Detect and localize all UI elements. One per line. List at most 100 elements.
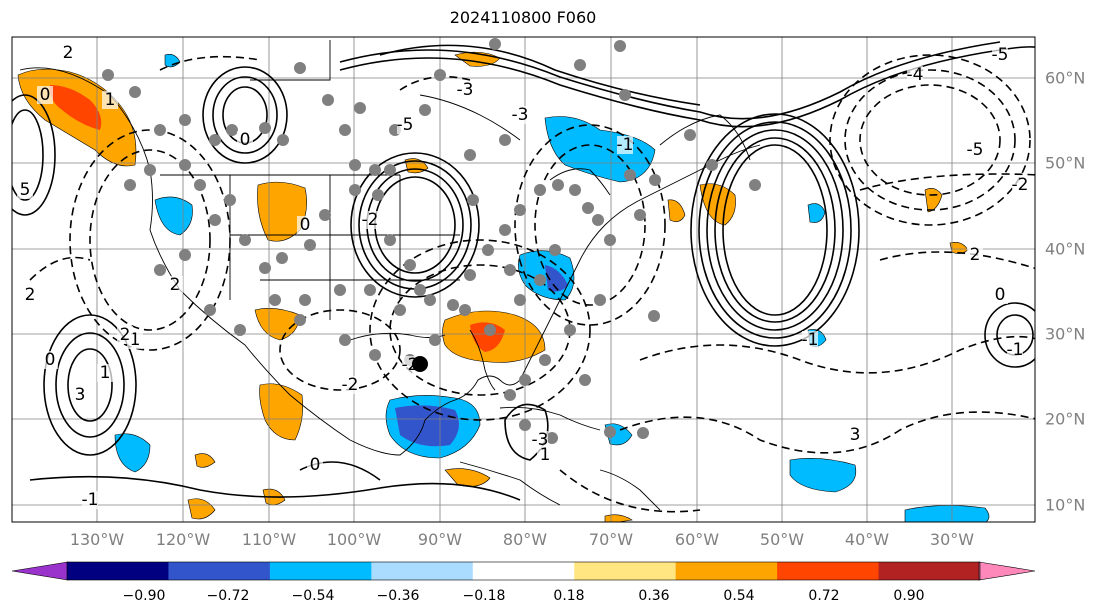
station-dot xyxy=(129,86,141,98)
station-dot xyxy=(414,284,426,296)
colorbar-segment xyxy=(574,562,677,580)
station-dot xyxy=(574,59,586,71)
station-dot xyxy=(209,214,221,226)
contour-label-bg xyxy=(967,141,983,159)
station-dot xyxy=(504,389,516,401)
contour-label: -5 xyxy=(992,45,1009,65)
station-dot xyxy=(319,209,331,221)
station-dot xyxy=(624,169,636,181)
longitude-label: 120°W xyxy=(155,530,211,549)
colorbar xyxy=(11,561,1036,581)
station-dot xyxy=(144,164,156,176)
colorbar-outline xyxy=(66,561,981,581)
station-dot xyxy=(489,38,501,50)
colorbar-segment xyxy=(168,562,271,580)
station-dot xyxy=(276,252,288,264)
station-dot xyxy=(209,134,221,146)
longitude-label: 130°W xyxy=(69,530,125,549)
station-dot xyxy=(619,89,631,101)
contour-label: -2 xyxy=(362,210,379,230)
station-dot xyxy=(604,234,616,246)
latitude-label: 40°N xyxy=(1045,239,1086,259)
station-dot xyxy=(634,209,646,221)
station-dot xyxy=(546,432,558,444)
contour-label: 2 xyxy=(170,275,181,295)
station-dot xyxy=(504,264,516,276)
station-dot xyxy=(552,179,564,191)
station-dot xyxy=(269,294,281,306)
station-dot xyxy=(447,299,459,311)
station-dot xyxy=(394,304,406,316)
longitude-label: 110°W xyxy=(241,530,297,549)
map-title: 2024110800 F060 xyxy=(449,8,597,27)
colorbar-segment xyxy=(878,562,981,580)
station-dot xyxy=(369,349,381,361)
station-dot xyxy=(534,274,546,286)
station-dot xyxy=(294,62,306,74)
station-dot xyxy=(539,354,551,366)
contour-label-bg xyxy=(102,91,118,109)
contour-label: -3 xyxy=(457,80,474,100)
station-dot xyxy=(294,314,306,326)
contour-label-bg xyxy=(362,211,378,229)
station-dot xyxy=(684,129,696,141)
station-dot xyxy=(419,104,431,116)
station-dot xyxy=(372,189,384,201)
station-dot xyxy=(519,419,531,431)
station-dot xyxy=(534,184,546,196)
contour-label-bg xyxy=(847,426,863,444)
longitude-label: 100°W xyxy=(326,530,382,549)
station-dot xyxy=(234,324,246,336)
station-dot xyxy=(649,174,661,186)
station-dot xyxy=(194,179,206,191)
contour-label-bg xyxy=(42,351,58,369)
contour-label-bg xyxy=(457,81,473,99)
map-frame xyxy=(11,36,1036,523)
contour-label: -2 xyxy=(342,375,359,395)
colorbar-segment xyxy=(472,562,575,580)
station-dot xyxy=(484,324,496,336)
station-dot xyxy=(299,294,311,306)
contour-label-bg xyxy=(617,136,633,154)
contour-label: 2 xyxy=(970,245,981,265)
contour-label-bg xyxy=(537,446,553,464)
contour-label: 1 xyxy=(100,363,111,383)
station-dot xyxy=(637,427,649,439)
station-dot xyxy=(614,40,626,52)
colorbar-tick-label: −0.90 xyxy=(122,588,166,604)
station-dot xyxy=(154,264,166,276)
station-dot xyxy=(519,374,531,386)
colorbar-tick-label: −0.36 xyxy=(376,588,420,604)
colorbar-segment xyxy=(269,562,372,580)
contour-label: -1 xyxy=(82,490,99,510)
contour-label: 2 xyxy=(120,325,131,345)
location-marker xyxy=(412,356,428,372)
station-dot xyxy=(459,304,471,316)
station-dot xyxy=(349,159,361,171)
station-dot xyxy=(706,159,718,171)
station-dot xyxy=(277,134,289,146)
contour-label-bg xyxy=(802,331,818,349)
contour-label: -5 xyxy=(967,140,984,160)
colorbar-tick-label: 0.72 xyxy=(808,588,840,604)
longitude-label: 70°W xyxy=(588,530,634,549)
latitude-label: 60°N xyxy=(1045,68,1086,88)
station-dot xyxy=(564,324,576,336)
station-dot xyxy=(384,234,396,246)
station-dot xyxy=(354,102,366,114)
station-dot xyxy=(364,284,376,296)
station-dot xyxy=(592,214,604,226)
contour-label-bg xyxy=(532,431,548,449)
longitude-label: 90°W xyxy=(417,530,463,549)
contour-label: -3 xyxy=(512,105,529,125)
station-dot xyxy=(224,194,236,206)
station-dot xyxy=(334,284,346,296)
station-dot xyxy=(384,164,396,176)
station-dot xyxy=(404,259,416,271)
contour-label: -5 xyxy=(397,115,414,135)
contour-label-bg xyxy=(60,44,76,62)
contour-label-bg xyxy=(237,131,253,149)
station-dot xyxy=(179,159,191,171)
colorbar-segment xyxy=(371,562,474,580)
